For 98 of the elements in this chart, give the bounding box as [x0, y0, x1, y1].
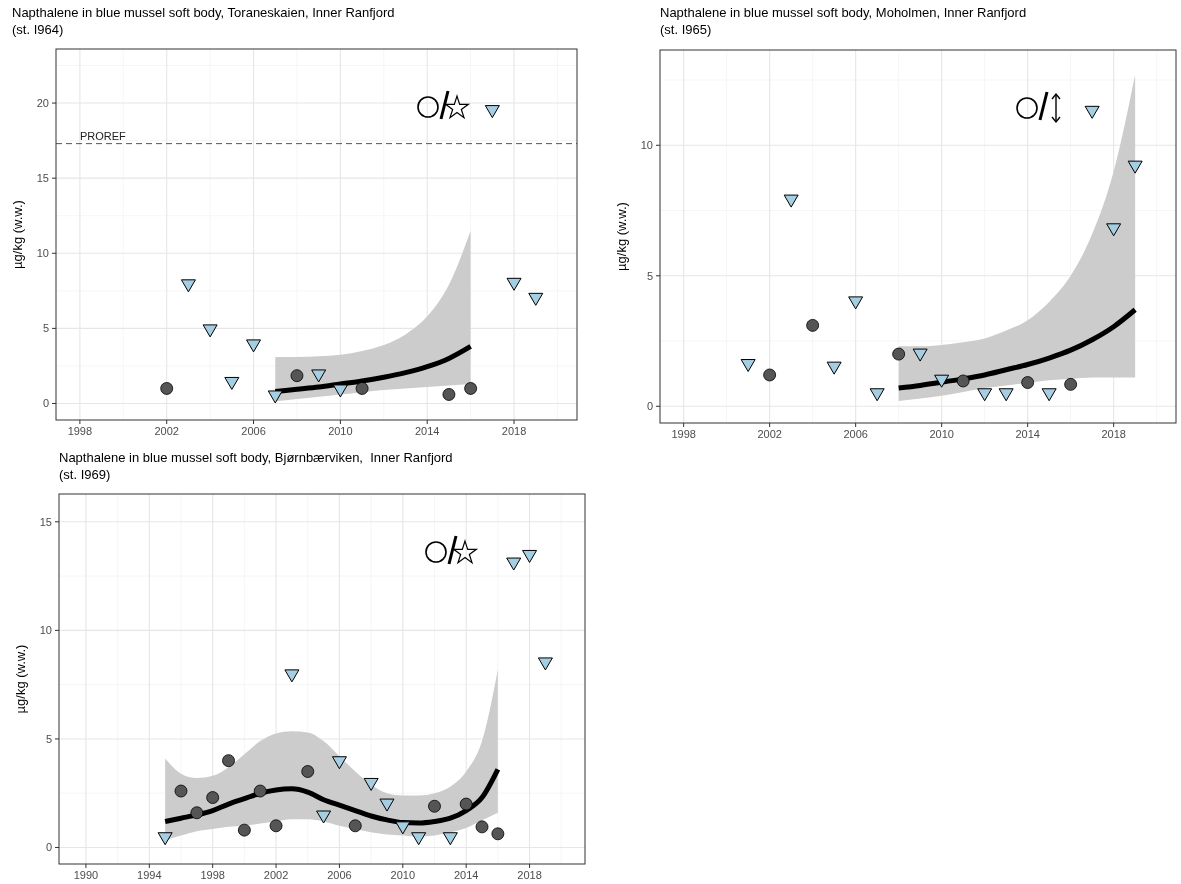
- point: [763, 368, 777, 382]
- x-tick-label: 2006: [843, 428, 868, 440]
- point: [246, 339, 262, 353]
- point: [363, 777, 379, 791]
- y-tick-label: 0: [42, 397, 49, 410]
- point: [190, 806, 204, 820]
- x-tick-label: 2010: [929, 428, 954, 440]
- point: [160, 382, 174, 395]
- point: [301, 765, 315, 778]
- point: [506, 557, 522, 571]
- point: [1106, 223, 1122, 237]
- point: [459, 797, 473, 811]
- point: [998, 388, 1014, 402]
- y-tick-label: 0: [646, 400, 653, 413]
- point: [740, 359, 756, 373]
- point: [522, 549, 538, 563]
- point: [475, 820, 489, 834]
- x-tick-label: 1998: [200, 869, 225, 881]
- x-tick-label: 2002: [757, 428, 782, 440]
- point: [355, 382, 369, 395]
- point: [331, 756, 347, 770]
- y-tick-label: 15: [36, 172, 49, 185]
- y-tick-label: 15: [39, 515, 52, 528]
- point: [428, 799, 441, 813]
- x-tick-label: 2006: [241, 425, 266, 437]
- chart-title: Napthalene in blue mussel soft body, Toraneskaien, Inner Ranfjord (st. I964): [12, 5, 395, 37]
- point: [977, 388, 993, 402]
- chart-title: Napthalene in blue mussel soft body, Bjørnbærviken, Inner Ranfjord (st. I969): [59, 450, 453, 482]
- point: [506, 277, 522, 291]
- y-axis-title: µg/kg (w.w.): [13, 644, 28, 714]
- point: [348, 819, 362, 833]
- point: [316, 810, 332, 824]
- point: [395, 821, 411, 835]
- point: [284, 669, 300, 683]
- chart-title: Napthalene in blue mussel soft body, Moholmen, Inner Ranfjord (st. I965): [660, 5, 1027, 37]
- y-tick-label: 5: [45, 732, 52, 745]
- point: [442, 832, 458, 846]
- x-tick-label: 2014: [1015, 428, 1040, 440]
- y-tick-label: 5: [646, 269, 653, 282]
- point: [290, 369, 304, 383]
- point: [224, 376, 240, 390]
- point: [253, 784, 267, 798]
- x-tick-label: 1998: [67, 425, 93, 437]
- ref-line-label: PROREF: [79, 129, 126, 142]
- x-tick-label: 2010: [390, 869, 416, 881]
- point: [202, 324, 218, 338]
- point: [206, 791, 220, 804]
- point: [1041, 388, 1057, 402]
- point: [464, 382, 478, 395]
- x-tick-label: 2018: [517, 869, 542, 881]
- point: [379, 798, 395, 812]
- point: [934, 374, 950, 388]
- point: [869, 388, 885, 402]
- point: [1084, 105, 1100, 119]
- point: [267, 390, 283, 404]
- x-tick-label: 1994: [137, 869, 162, 881]
- point: [269, 819, 283, 833]
- x-tick-label: 2014: [414, 425, 440, 437]
- point: [806, 318, 820, 332]
- x-tick-label: 2018: [1101, 428, 1126, 440]
- x-tick-label: 2002: [154, 425, 179, 437]
- x-tick-label: 2014: [453, 869, 479, 881]
- x-tick-label: 2002: [263, 869, 289, 881]
- y-axis-title: µg/kg (w.w.): [10, 200, 25, 269]
- point: [222, 754, 235, 768]
- point: [892, 347, 906, 361]
- point: [528, 292, 544, 306]
- y-tick-label: 0: [45, 841, 52, 854]
- point: [332, 384, 348, 398]
- point: [783, 194, 799, 208]
- x-tick-label: 2010: [328, 425, 353, 437]
- point: [956, 374, 970, 388]
- point: [848, 296, 864, 310]
- x-tick-label: 1990: [73, 869, 99, 881]
- point: [537, 657, 553, 671]
- y-tick-label: 5: [42, 322, 49, 335]
- point: [237, 823, 251, 837]
- point: [491, 827, 505, 841]
- point: [157, 832, 173, 846]
- point: [1064, 377, 1078, 391]
- point: [484, 105, 500, 119]
- x-tick-label: 2006: [327, 869, 352, 881]
- y-tick-label: 10: [36, 247, 49, 260]
- y-tick-label: 20: [36, 97, 49, 110]
- y-tick-label: 10: [640, 139, 653, 152]
- x-tick-label: 2018: [501, 425, 527, 437]
- point: [180, 279, 196, 293]
- y-axis-title: µg/kg (w.w.): [614, 202, 629, 271]
- point: [912, 348, 928, 362]
- point: [174, 784, 188, 798]
- point: [826, 361, 842, 375]
- point: [442, 388, 456, 401]
- y-tick-label: 10: [39, 624, 52, 637]
- point: [1021, 376, 1035, 389]
- point: [411, 832, 427, 846]
- point: [1127, 160, 1143, 174]
- point: [311, 369, 327, 383]
- x-tick-label: 1998: [671, 428, 696, 440]
